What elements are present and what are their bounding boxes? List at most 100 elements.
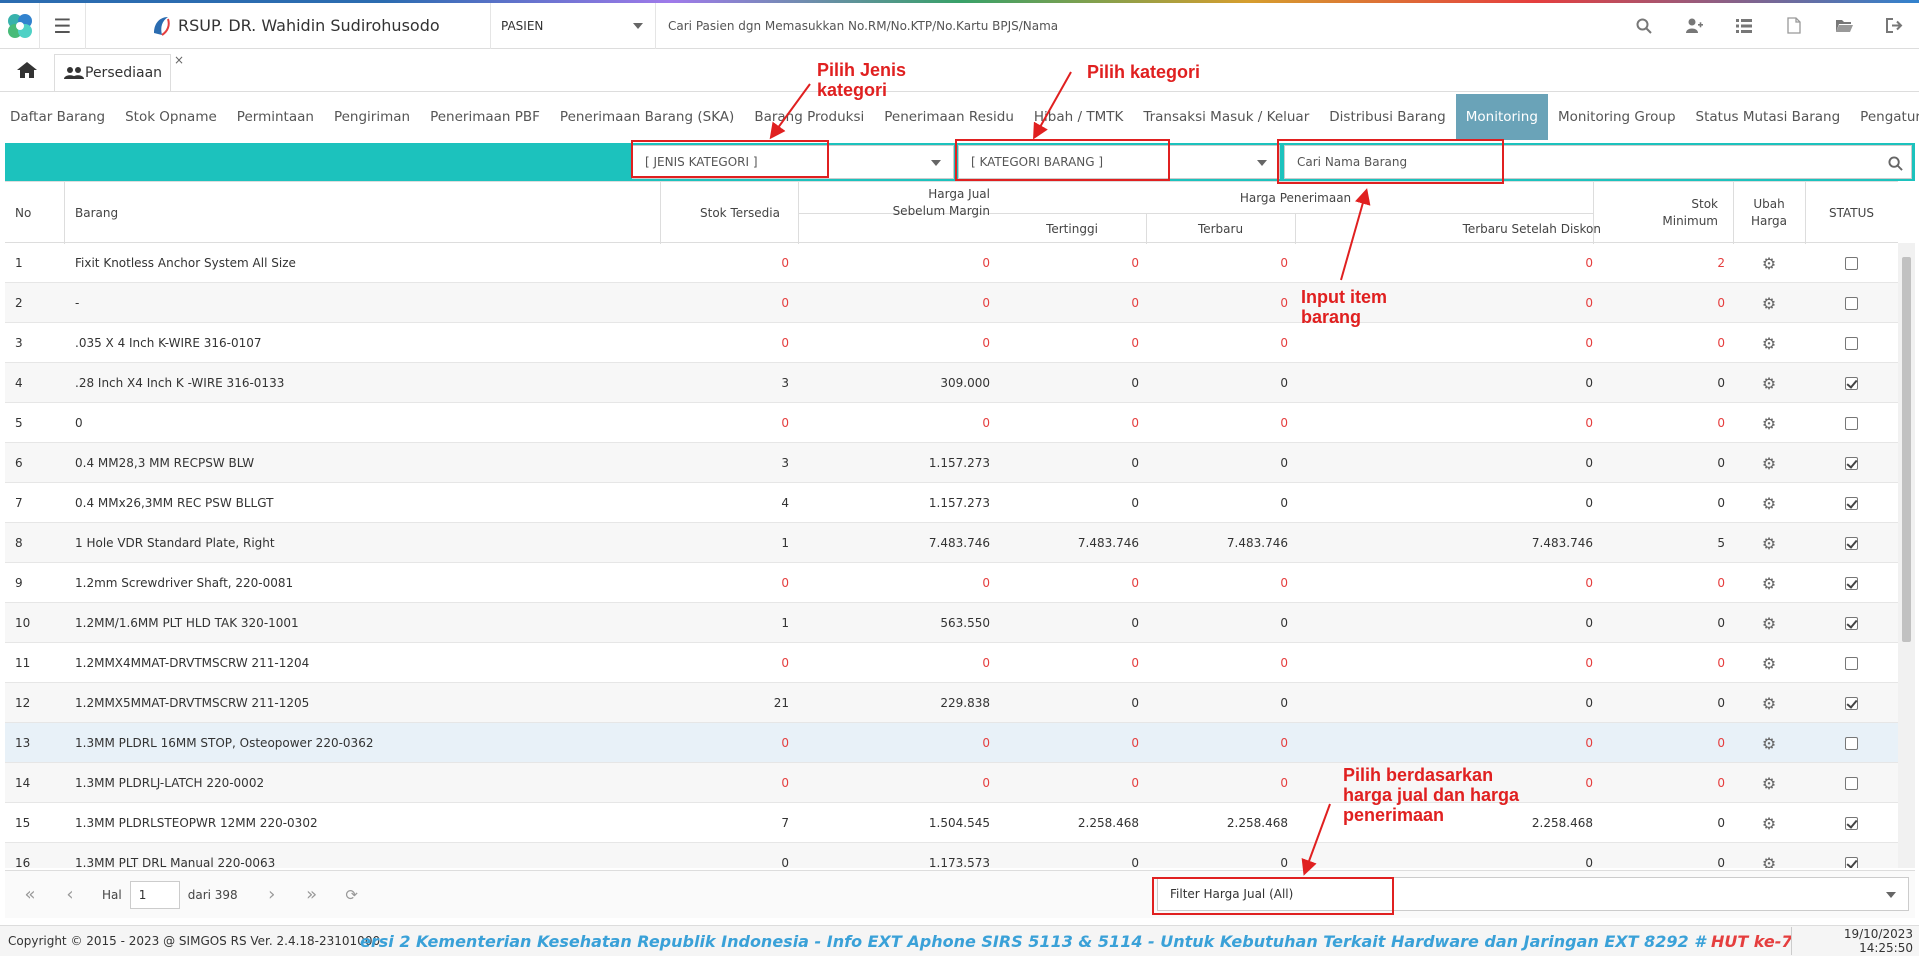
status-checkbox[interactable] bbox=[1845, 656, 1858, 670]
status-checkbox[interactable] bbox=[1845, 336, 1858, 350]
table-row[interactable]: 11 1.2MMX4MMAT-DRVTMSCRW 211-1204 0 0 0 0 0 0 ⚙ bbox=[5, 643, 1898, 683]
filter-bar: [ JENIS KATEGORI ] [ KATEGORI BARANG ] C… bbox=[5, 143, 1915, 181]
table-row[interactable]: 1 Fixit Knotless Anchor System All Size 0 0… bbox=[5, 243, 1898, 283]
search-barang-input[interactable]: Cari Nama Barang bbox=[1284, 145, 1912, 179]
nav-item-monitoring-group[interactable]: Monitoring Group bbox=[1557, 109, 1676, 125]
status-checkbox[interactable] bbox=[1845, 776, 1858, 790]
gear-icon[interactable]: ⚙ bbox=[1761, 733, 1777, 753]
gear-icon[interactable]: ⚙ bbox=[1761, 613, 1777, 633]
status-checkbox[interactable] bbox=[1845, 816, 1858, 830]
tab-persediaan[interactable]: Persediaan × bbox=[54, 53, 184, 92]
gear-icon[interactable]: ⚙ bbox=[1761, 253, 1777, 273]
cell-tertinggi: 0 bbox=[1131, 296, 1139, 310]
status-checkbox[interactable] bbox=[1845, 416, 1858, 430]
table-scrollbar[interactable] bbox=[1898, 243, 1915, 868]
gear-icon[interactable]: ⚙ bbox=[1761, 813, 1777, 833]
status-checkbox[interactable] bbox=[1845, 576, 1858, 590]
hamburger-menu-icon[interactable]: ☰ bbox=[40, 2, 86, 49]
page-number-input[interactable]: 1 bbox=[129, 880, 180, 909]
first-page-icon[interactable]: « bbox=[24, 884, 36, 905]
refresh-icon[interactable]: ⟳ bbox=[345, 885, 358, 904]
status-checkbox[interactable] bbox=[1845, 536, 1858, 550]
nav-item-transaksi-masuk-keluar[interactable]: Transaksi Masuk / Keluar bbox=[1143, 109, 1310, 125]
table-row[interactable]: 2 - 0 0 0 0 0 0 ⚙ bbox=[5, 283, 1898, 323]
status-checkbox[interactable] bbox=[1845, 696, 1858, 710]
app-header: ☰ RSUP. DR. Wahidin Sudirohusodo PASIEN … bbox=[0, 2, 1919, 49]
search-icon[interactable] bbox=[1619, 3, 1669, 49]
nav-item-penerimaan-residu[interactable]: Penerimaan Residu bbox=[884, 109, 1014, 125]
nav-item-barang-produksi[interactable]: Barang Produksi bbox=[754, 109, 865, 125]
last-page-icon[interactable]: » bbox=[306, 884, 318, 905]
gear-icon[interactable]: ⚙ bbox=[1761, 853, 1777, 869]
next-page-icon[interactable]: › bbox=[268, 884, 276, 905]
folder-open-icon[interactable] bbox=[1819, 3, 1869, 49]
nav-item-penerimaan-barang-ska[interactable]: Penerimaan Barang (SKA) bbox=[559, 109, 735, 125]
home-icon[interactable] bbox=[0, 49, 54, 92]
table-row[interactable]: 3 .035 X 4 Inch K-WIRE 316-0107 0 0 0 0 0 0 ⚙ bbox=[5, 323, 1898, 363]
table-row[interactable]: 9 1.2mm Screwdriver Shaft, 220-0081 0 0 0 0 0 0… bbox=[5, 563, 1898, 603]
nav-item-daftar-barang[interactable]: Daftar Barang bbox=[10, 109, 106, 125]
table-row[interactable]: 12 1.2MMX5MMAT-DRVTMSCRW 211-1205 21 229.83… bbox=[5, 683, 1898, 723]
gear-icon[interactable]: ⚙ bbox=[1761, 333, 1777, 353]
scrollbar-thumb[interactable] bbox=[1902, 257, 1911, 642]
cell-stok: 0 bbox=[781, 576, 789, 590]
logout-icon[interactable] bbox=[1869, 3, 1919, 49]
patient-type-select[interactable]: PASIEN bbox=[491, 2, 656, 49]
gear-icon[interactable]: ⚙ bbox=[1761, 453, 1777, 473]
gear-icon[interactable]: ⚙ bbox=[1761, 573, 1777, 593]
filter-harga-select[interactable]: Filter Harga Jual (All) bbox=[1157, 877, 1909, 911]
table-row[interactable]: 15 1.3MM PLDRLSTEOPWR 12MM 220-0302 7 1.504… bbox=[5, 803, 1898, 843]
gear-icon[interactable]: ⚙ bbox=[1761, 293, 1777, 313]
status-checkbox[interactable] bbox=[1845, 616, 1858, 630]
nav-item-permintaan[interactable]: Permintaan bbox=[236, 109, 314, 125]
gear-icon[interactable]: ⚙ bbox=[1761, 493, 1777, 513]
nav-item-distribusi-barang[interactable]: Distribusi Barang bbox=[1329, 109, 1446, 125]
app-logo[interactable] bbox=[0, 2, 40, 49]
kategori-barang-select[interactable]: [ KATEGORI BARANG ] bbox=[958, 145, 1280, 179]
status-checkbox[interactable] bbox=[1845, 856, 1858, 868]
pdf-file-icon[interactable] bbox=[1769, 3, 1819, 49]
nav-item-status-mutasi-barang[interactable]: Status Mutasi Barang bbox=[1695, 109, 1841, 125]
nav-item-pengiriman[interactable]: Pengiriman bbox=[333, 109, 411, 125]
table-row[interactable]: 7 0.4 MMx26,3MM REC PSW BLLGT 4 1.157.273 0 0… bbox=[5, 483, 1898, 523]
gear-icon[interactable]: ⚙ bbox=[1761, 653, 1777, 673]
cell-barang: 0.4 MM28,3 MM RECPSW BLW bbox=[75, 456, 255, 470]
table-row[interactable]: 16 1.3MM PLT DRL Manual 220-0063 0 1.173.57… bbox=[5, 843, 1898, 868]
list-icon[interactable] bbox=[1719, 3, 1769, 49]
table-row[interactable]: 4 .28 Inch X4 Inch K -WIRE 316-0133 3 309.0… bbox=[5, 363, 1898, 403]
table-row[interactable]: 14 1.3MM PLDRLJ-LATCH 220-0002 0 0 0 0 0 0 ⚙ bbox=[5, 763, 1898, 803]
nav-item-penerimaan-pbf[interactable]: Penerimaan PBF bbox=[430, 109, 540, 125]
gear-icon[interactable]: ⚙ bbox=[1761, 773, 1777, 793]
status-checkbox[interactable] bbox=[1845, 496, 1858, 510]
jenis-kategori-select[interactable]: [ JENIS KATEGORI ] bbox=[632, 145, 954, 179]
prev-page-icon[interactable]: ‹ bbox=[66, 884, 74, 905]
table-row[interactable]: 5 0 0 0 0 0 0 0 ⚙ bbox=[5, 403, 1898, 443]
gear-icon[interactable]: ⚙ bbox=[1761, 413, 1777, 433]
table-row[interactable]: 10 1.2MM/1.6MM PLT HLD TAK 320-1001 1 563.5… bbox=[5, 603, 1898, 643]
nav-item-pengaturan[interactable]: Pengaturan bbox=[1860, 109, 1919, 125]
status-checkbox[interactable] bbox=[1845, 456, 1858, 470]
search-icon[interactable] bbox=[1888, 156, 1903, 171]
cell-terbaru: 0 bbox=[1280, 856, 1288, 868]
status-checkbox[interactable] bbox=[1845, 296, 1858, 310]
status-checkbox[interactable] bbox=[1845, 376, 1858, 390]
status-checkbox[interactable] bbox=[1845, 256, 1858, 270]
add-user-icon[interactable] bbox=[1669, 3, 1719, 49]
gear-icon[interactable]: ⚙ bbox=[1761, 373, 1777, 393]
table-row[interactable]: 13 1.3MM PLDRL 16MM STOP, Osteopower 220-… bbox=[5, 723, 1898, 763]
table-row[interactable]: 6 0.4 MM28,3 MM RECPSW BLW 3 1.157.273 0 0 0 0 ⚙ bbox=[5, 443, 1898, 483]
patient-search-input[interactable]: Cari Pasien dgn Memasukkan No.RM/No.KTP/… bbox=[656, 3, 1619, 49]
gear-icon[interactable]: ⚙ bbox=[1761, 693, 1777, 713]
table-body: 1 Fixit Knotless Anchor System All Size 0 0… bbox=[5, 243, 1898, 868]
table-row[interactable]: 8 1 Hole VDR Standard Plate, Right 1 7.483.… bbox=[5, 523, 1898, 563]
cell-tertinggi: 0 bbox=[1131, 656, 1139, 670]
nav-item-monitoring[interactable]: Monitoring bbox=[1455, 94, 1548, 140]
nav-item-hibah-tmtk[interactable]: Hibah / TMTK bbox=[1033, 109, 1124, 125]
close-tab-icon[interactable]: × bbox=[173, 52, 185, 67]
cell-barang: 0 bbox=[75, 416, 83, 430]
col-header-tertinggi: Tertinggi bbox=[1046, 221, 1098, 236]
status-checkbox[interactable] bbox=[1845, 736, 1858, 750]
cell-harga_jual: 0 bbox=[982, 256, 990, 270]
gear-icon[interactable]: ⚙ bbox=[1761, 533, 1777, 553]
nav-item-stok-opname[interactable]: Stok Opname bbox=[125, 109, 217, 125]
